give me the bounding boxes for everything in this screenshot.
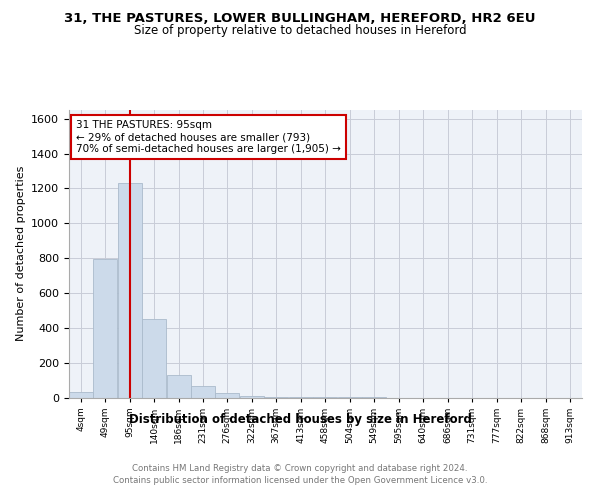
Bar xyxy=(289,397,313,398)
Bar xyxy=(167,375,191,398)
Text: Distribution of detached houses by size in Hereford: Distribution of detached houses by size … xyxy=(128,412,472,426)
Bar xyxy=(215,393,239,398)
Bar xyxy=(118,183,142,398)
Bar xyxy=(142,319,166,398)
Y-axis label: Number of detached properties: Number of detached properties xyxy=(16,166,26,342)
Bar xyxy=(69,392,92,398)
Bar xyxy=(265,396,288,398)
Text: Size of property relative to detached houses in Hereford: Size of property relative to detached ho… xyxy=(134,24,466,37)
Bar xyxy=(93,260,117,398)
Text: Contains HM Land Registry data © Crown copyright and database right 2024.: Contains HM Land Registry data © Crown c… xyxy=(132,464,468,473)
Bar xyxy=(191,386,215,398)
Text: 31 THE PASTURES: 95sqm
← 29% of detached houses are smaller (793)
70% of semi-de: 31 THE PASTURES: 95sqm ← 29% of detached… xyxy=(76,120,341,154)
Bar xyxy=(240,396,264,398)
Text: Contains public sector information licensed under the Open Government Licence v3: Contains public sector information licen… xyxy=(113,476,487,485)
Text: 31, THE PASTURES, LOWER BULLINGHAM, HEREFORD, HR2 6EU: 31, THE PASTURES, LOWER BULLINGHAM, HERE… xyxy=(64,12,536,26)
